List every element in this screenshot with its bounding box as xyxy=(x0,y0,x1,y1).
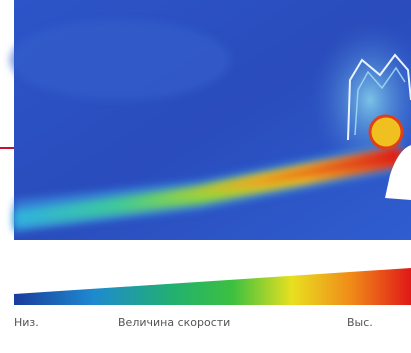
simulation-image xyxy=(10,0,411,240)
color-scale xyxy=(14,268,411,305)
legend-low: Низ. xyxy=(14,316,39,329)
legend-title: Величина скорости xyxy=(118,316,230,329)
legend-high: Выс. xyxy=(347,316,373,329)
